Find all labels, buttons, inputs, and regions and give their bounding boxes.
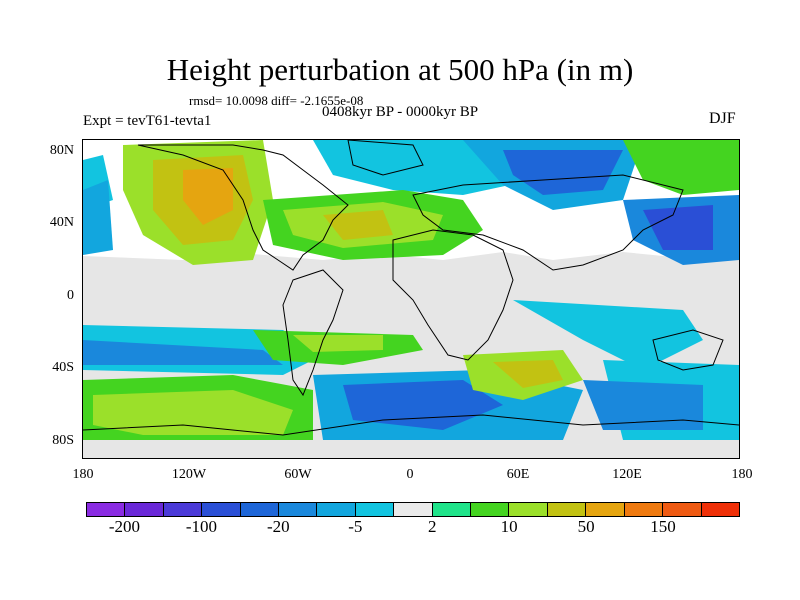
colorbar-label-7: 150	[650, 517, 676, 536]
stats-text: rmsd= 10.0098 diff= -2.1655e-08	[189, 93, 364, 108]
lon-tick-0: 0	[406, 467, 414, 482]
colorbar-label-6: 50	[577, 517, 595, 536]
colorbar-box-14	[624, 503, 664, 516]
colorbar-box-11	[509, 503, 548, 516]
period-text: 0408kyr BP - 0000kyr BP	[322, 104, 479, 120]
colorbar-box-10	[471, 503, 510, 516]
season-label: DJF	[709, 110, 736, 127]
lon-tick-120e: 120E	[612, 467, 642, 482]
colorbar-label-5: 10	[500, 517, 518, 536]
dark-blue-region-japan	[643, 205, 713, 250]
colorbar-box-0	[87, 503, 126, 516]
lightgreen-region-south-pacific	[93, 390, 293, 435]
lon-tick-120w: 120W	[171, 467, 207, 482]
colorbar-box-6	[317, 503, 356, 516]
plot-title: Height perturbation at 500 hPa (in m)	[166, 52, 634, 87]
lat-tick-80n: 80N	[49, 143, 74, 158]
colorbar-box-2	[163, 503, 203, 516]
coastline-north-america	[137, 144, 349, 271]
colorbar-box-7	[355, 503, 395, 516]
neutral-band-antarctica	[83, 440, 739, 458]
yellow-core-indian-ocean	[493, 360, 563, 388]
dark-blue-region-south-atlantic	[343, 380, 503, 430]
colorbar-box-5	[279, 503, 318, 516]
coastline-antarctica	[83, 414, 739, 436]
lat-tick-40n: 40N	[49, 215, 74, 230]
colorbar-box-12	[547, 503, 587, 516]
colorbar-box-8	[394, 503, 433, 516]
colorbar-label-1: -100	[185, 517, 217, 536]
cyan-region-indian-ocean	[513, 300, 703, 370]
experiment-label: Expt = tevT61-tevta1	[83, 113, 212, 129]
colorbar-label-2: -20	[267, 517, 290, 536]
blue-region-date-line	[83, 180, 113, 255]
coastlines	[83, 140, 739, 436]
lon-tick-60w: 60W	[284, 467, 312, 482]
coastline-eurasia	[412, 174, 684, 271]
colorbar-box-13	[586, 503, 625, 516]
blue-region-southern-ocean	[583, 380, 703, 430]
lon-tick-180e: 180	[731, 467, 753, 482]
lon-tick-60e: 60E	[506, 467, 530, 482]
colorbar	[86, 502, 740, 517]
green-region-arctic-pacific	[623, 140, 739, 195]
colorbar-box-1	[125, 503, 164, 516]
coastline-greenland	[347, 140, 424, 176]
lat-tick-80s: 80S	[52, 433, 74, 448]
coastline-africa	[392, 229, 514, 361]
coastline-australia	[652, 329, 724, 371]
coastline-south-america	[282, 269, 344, 397]
lat-tick-equator: 0	[67, 288, 74, 303]
dark-blue-region-siberia	[503, 150, 623, 195]
colorbar-box-15	[663, 503, 702, 516]
colorbar-box-3	[202, 503, 241, 516]
lightgreen-region-south-america	[293, 335, 383, 352]
map-panel	[82, 139, 740, 459]
colorbar-label-4: 2	[427, 517, 437, 536]
colorbar-box-4	[240, 503, 280, 516]
colorbar-label-3: -5	[348, 517, 363, 536]
colorbar-box-16	[701, 503, 739, 516]
lat-tick-40s: 40S	[52, 360, 74, 375]
orange-core-north-america	[183, 168, 233, 225]
blue-band-south-pacific	[83, 340, 283, 365]
colorbar-label-0: -200	[108, 517, 141, 536]
lon-tick-180w: 180	[72, 467, 94, 482]
colorbar-box-9	[432, 503, 472, 516]
yellow-core-atlantic	[323, 210, 393, 240]
contour-map	[83, 140, 739, 458]
